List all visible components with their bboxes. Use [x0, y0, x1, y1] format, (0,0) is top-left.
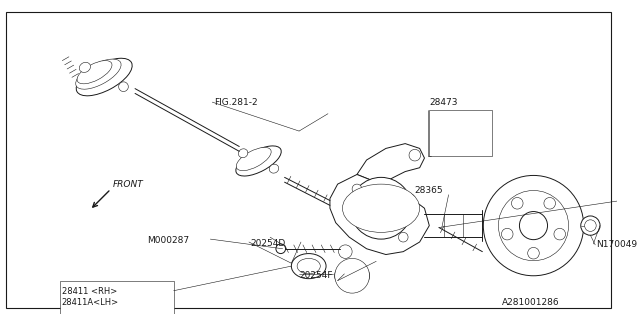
Ellipse shape — [77, 60, 112, 84]
Circle shape — [580, 216, 600, 235]
Ellipse shape — [269, 164, 278, 173]
Text: A281001286: A281001286 — [502, 298, 559, 307]
Text: 20254D: 20254D — [251, 239, 286, 248]
Circle shape — [405, 194, 415, 204]
Circle shape — [483, 175, 584, 276]
Text: 20254F: 20254F — [299, 271, 333, 280]
Text: 28411A<LH>: 28411A<LH> — [61, 298, 119, 307]
Ellipse shape — [335, 263, 369, 288]
Text: 28365: 28365 — [415, 186, 444, 196]
Ellipse shape — [236, 148, 271, 171]
Text: 28473: 28473 — [429, 98, 458, 107]
Ellipse shape — [236, 146, 281, 176]
Circle shape — [584, 220, 596, 231]
Ellipse shape — [340, 268, 364, 284]
Circle shape — [520, 212, 548, 240]
Circle shape — [276, 244, 285, 253]
Bar — [429, 110, 492, 156]
Circle shape — [499, 190, 568, 261]
Text: N170049: N170049 — [596, 240, 637, 249]
Circle shape — [554, 228, 566, 240]
Circle shape — [352, 184, 362, 194]
Text: FRONT: FRONT — [113, 180, 143, 188]
Circle shape — [339, 245, 352, 259]
Bar — [60, 281, 173, 314]
Circle shape — [409, 149, 420, 161]
Text: FIG.281-2: FIG.281-2 — [214, 98, 258, 107]
Ellipse shape — [79, 62, 90, 72]
Ellipse shape — [291, 253, 326, 279]
Circle shape — [544, 197, 556, 209]
Ellipse shape — [297, 259, 320, 274]
Ellipse shape — [118, 82, 128, 92]
Text: M000287: M000287 — [148, 236, 189, 244]
Polygon shape — [330, 174, 429, 254]
Polygon shape — [357, 144, 424, 184]
Circle shape — [335, 259, 369, 293]
Ellipse shape — [76, 59, 121, 89]
Circle shape — [511, 197, 523, 209]
Text: 28411 <RH>: 28411 <RH> — [61, 287, 117, 296]
Circle shape — [364, 191, 399, 226]
Circle shape — [399, 232, 408, 242]
Circle shape — [350, 177, 412, 239]
Circle shape — [528, 247, 540, 259]
Ellipse shape — [238, 149, 248, 158]
Circle shape — [502, 228, 513, 240]
Ellipse shape — [76, 58, 132, 96]
Ellipse shape — [342, 184, 420, 232]
